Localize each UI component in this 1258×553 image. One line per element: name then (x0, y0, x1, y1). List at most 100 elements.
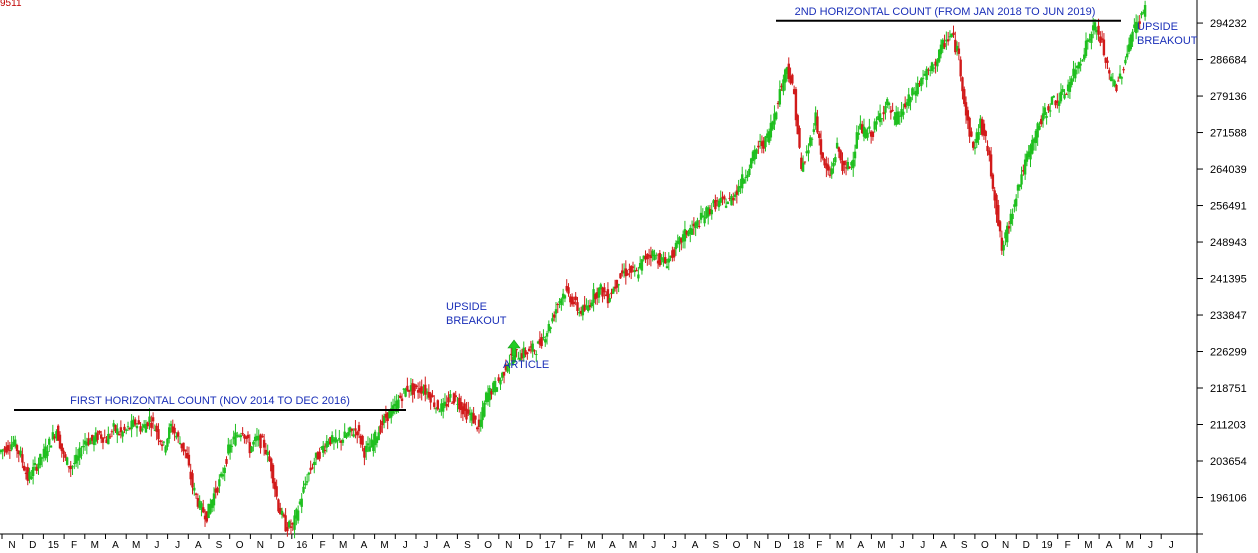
candle-up (925, 68, 928, 80)
candle-up (228, 444, 232, 453)
candle-up (31, 466, 35, 477)
candle-up (563, 295, 567, 299)
candle-down (1100, 38, 1104, 41)
candle-down (386, 412, 389, 421)
candle-down (56, 425, 60, 441)
x-tick-label: J (403, 540, 408, 551)
candle-down (574, 296, 577, 301)
candle-up (501, 372, 504, 378)
candle-up (78, 447, 81, 458)
candle-down (1122, 68, 1125, 71)
candle-down (869, 131, 873, 137)
candle-down (760, 141, 764, 147)
x-tick-label: J (672, 540, 677, 551)
candle-down (6, 445, 10, 451)
candle-down (794, 89, 798, 121)
candle-down (248, 442, 251, 454)
candle-down (1007, 226, 1011, 229)
candle-down (62, 450, 65, 454)
candle-up (209, 503, 212, 514)
candle-down (110, 431, 114, 433)
candle-down (98, 430, 101, 434)
x-tick-label: D (774, 540, 781, 551)
candle-down (708, 208, 712, 215)
candle-up (370, 439, 373, 448)
x-tick-label: O (236, 540, 244, 551)
candle-up (1013, 204, 1016, 207)
candle-up (742, 179, 746, 184)
candle-down (818, 133, 821, 138)
candle-up (536, 341, 540, 344)
candle-down (569, 296, 572, 303)
candle-up (255, 435, 259, 441)
candle-down (603, 287, 606, 293)
candle-down (246, 434, 250, 439)
candle-down (17, 450, 21, 455)
candle-up (667, 258, 670, 263)
candle-up (266, 451, 269, 456)
candle-up (812, 129, 816, 132)
candle-up (1036, 123, 1039, 138)
y-tick-label: 279136 (1210, 91, 1247, 103)
candle-down (363, 448, 366, 458)
candle-up (92, 437, 96, 445)
candle-up (864, 129, 867, 139)
x-tick-label: M (1084, 540, 1092, 551)
candle-down (151, 417, 155, 422)
candle-up (877, 116, 880, 121)
candle-down (714, 200, 717, 210)
candle-down (882, 112, 885, 115)
candle-up (1113, 80, 1116, 87)
candle-up (683, 229, 687, 242)
x-tick-label: A (112, 540, 119, 551)
candle-up (89, 440, 92, 445)
candle-up (850, 162, 853, 166)
article-arrow-icon (507, 339, 521, 357)
candle-up (893, 116, 896, 120)
candle-up (900, 108, 903, 117)
candle-down (413, 383, 416, 392)
candle-down (108, 436, 112, 438)
candle-down (595, 292, 599, 298)
candle-down (5, 446, 8, 453)
candle-up (554, 309, 558, 314)
candle-up (287, 521, 291, 528)
candle-up (76, 455, 80, 461)
candle-down (715, 200, 719, 202)
candle-down (35, 466, 38, 471)
breakout-label-1a: UPSIDE (446, 301, 487, 313)
candle-up (755, 149, 758, 154)
candle-up (441, 403, 445, 412)
x-tick-label: F (1065, 540, 1071, 551)
candle-up (531, 343, 534, 352)
x-tick-label: A (1106, 540, 1113, 551)
candle-down (646, 254, 649, 260)
candle-down (837, 147, 841, 152)
candle-up (587, 305, 590, 311)
candle-up (751, 151, 755, 161)
candle-up (112, 423, 115, 427)
candle-up (773, 113, 776, 125)
candle-up (364, 445, 368, 452)
x-tick-label: J (1148, 540, 1153, 551)
candle-down (698, 225, 701, 227)
candle-up (73, 462, 76, 464)
x-tick-label: A (195, 540, 202, 551)
x-tick-label: 19 (1041, 540, 1053, 551)
candle-up (40, 457, 44, 459)
candle-down (182, 442, 185, 452)
candle-up (236, 435, 239, 437)
candle-down (823, 158, 826, 166)
candle-down (966, 110, 970, 121)
candle-down (279, 508, 282, 515)
candle-down (1054, 100, 1057, 106)
candle-down (588, 305, 592, 308)
candle-up (332, 439, 336, 442)
candle-up (375, 437, 379, 443)
candle-down (99, 434, 103, 439)
candle-up (348, 427, 352, 433)
candle-down (264, 449, 268, 455)
candle-up (941, 39, 944, 49)
candle-down (1056, 100, 1059, 103)
candle-up (920, 78, 923, 87)
